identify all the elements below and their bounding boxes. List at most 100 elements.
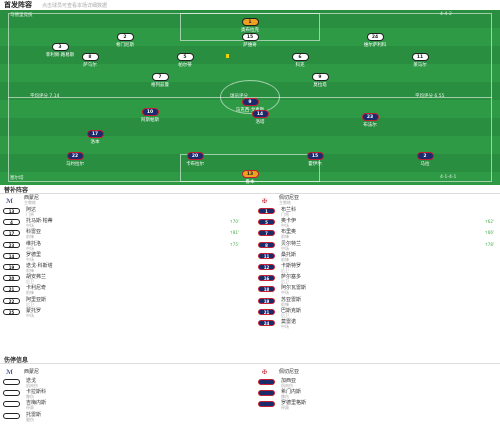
player-name: 布法尔 [363, 123, 377, 128]
player-away-gk[interactable]: 13 鲁本 [220, 170, 280, 185]
jersey-icon: 7 [151, 73, 169, 81]
sub-player-row[interactable]: 19 迭戈·科斯塔 前锋 [0, 263, 245, 274]
sub-player-row[interactable]: 14 罗德里 中场 [0, 252, 245, 263]
sub-player-row[interactable]: 7 布里奥 前锋 ↑66' [255, 229, 500, 240]
sub-player-row[interactable]: 1 布兰科 门将 [255, 207, 500, 218]
sub-player-row[interactable]: 18 阿尔瓦雷斯 中场 [255, 285, 500, 296]
player-away-def-1[interactable]: 22 马约拉尔 [45, 152, 105, 167]
jersey-icon: 11 [258, 252, 275, 259]
injury-reason: 停赛 [281, 405, 289, 411]
player-position: 后卫 [26, 279, 34, 285]
injury-row[interactable]: 迭戈 肌肉伤 [0, 378, 245, 389]
player-home-fwd-1[interactable]: 7 格列兹曼 [130, 73, 190, 88]
sub-player-row[interactable]: 22 阿里亚斯 后卫 [0, 297, 245, 308]
injury-row[interactable]: 罗德里格斯 停赛 [255, 400, 500, 411]
player-position: 中场 [281, 245, 289, 251]
subs-away-column: ✠ 佩切尼亚 主教练 1 布兰科 门将 5 奥卡伊 中场 ↑62' 7 布里奥 前锋 ↑66' 8 贝尔特… [255, 195, 500, 330]
sub-player-row[interactable]: 5 奥卡伊 中场 ↑62' [255, 218, 500, 229]
player-home-def-4[interactable]: 3 菲利佩·路易斯 [30, 43, 90, 58]
player-away-def-3[interactable]: 15 霍伊尔 [285, 152, 345, 167]
player-position: 中场 [281, 323, 289, 329]
sub-player-row[interactable]: 16 萨尔塞多 后卫 [255, 274, 500, 285]
jersey-icon: 4 [3, 219, 20, 226]
injury-row[interactable]: 希门内斯 膝伤 [255, 389, 500, 400]
player-name: 阿达 [26, 207, 37, 213]
sub-player-row[interactable]: 12 卡斯特罗 后卫 [255, 263, 500, 274]
player-home-gk[interactable]: 1 奥布拉克 [220, 18, 280, 33]
player-away-dm-1[interactable]: 17 洛本 [65, 130, 125, 145]
jersey-icon: 20 [3, 275, 20, 282]
player-home-mid-2[interactable]: 5 帕尔蒂 [155, 53, 229, 68]
jersey-icon: 2 [116, 33, 134, 41]
injury-reason: 膝伤 [26, 394, 34, 400]
injury-row[interactable]: 加西亚 肌肉伤 [255, 378, 500, 389]
player-away-def-4[interactable]: 2 马拉 [395, 152, 455, 167]
player-home-mid-1[interactable]: 8 萨乌尔 [60, 53, 120, 68]
player-position: 前锋 [281, 301, 289, 307]
jersey-icon [3, 412, 20, 419]
player-name: 托雷斯 [26, 411, 42, 418]
away-formation: 4-1-4-1 [440, 175, 457, 180]
injuries-home-list: 迭戈 肌肉伤 卡拉斯科 膝伤 吉梅内斯 停赛 托雷斯 腿伤 [0, 378, 245, 423]
sub-player-row[interactable]: 19 苏亚雷斯 前锋 [255, 297, 500, 308]
player-name: 马拉 [420, 162, 430, 167]
player-position: 中场 [26, 245, 34, 251]
player-home-fwd-2[interactable]: 9 莫拉塔 [290, 73, 350, 88]
sub-player-row[interactable]: 23 维托洛 中场 ↑75' [0, 241, 245, 252]
subs-header: 替补阵容 [0, 185, 500, 194]
player-away-mid-2[interactable]: 14 洛塔 [230, 110, 290, 125]
sub-player-row[interactable]: 11 桑托斯 前锋 [255, 252, 500, 263]
away-coach: ✠ 佩切尼亚 主教练 [255, 195, 500, 207]
home-rating: 平均评分 7.14 [30, 94, 60, 99]
home-team-name: 马德里竞技 [10, 13, 33, 18]
jersey-icon: 9 [241, 98, 259, 106]
player-away-fwd-1[interactable]: 9 马克西·戈麦斯 [220, 98, 280, 113]
player-away-mid-1[interactable]: 10 阿斯帕斯 [120, 108, 180, 123]
player-home-mid-3[interactable]: 6 科克 [270, 53, 330, 68]
sub-player-row[interactable]: 13 阿达 门将 [0, 207, 245, 218]
injury-away-coach: ✠ 佩切尼亚 [255, 366, 500, 378]
player-name: 罗德里格斯 [281, 400, 307, 407]
player-name: 巴斯克斯 [281, 307, 302, 314]
jersey-icon: 22 [66, 152, 84, 160]
jersey-icon: 24 [258, 319, 275, 326]
jersey-icon: 16 [258, 275, 275, 282]
sub-player-row[interactable]: 24 莫雷诺 中场 [255, 319, 500, 330]
player-away-def-2[interactable]: 20 卡布拉尔 [165, 152, 225, 167]
lineup-header: 首发阵容 点击球员可查看本场详细数据 [0, 0, 500, 10]
injury-row[interactable]: 吉梅内斯 停赛 [0, 400, 245, 411]
sub-in-time: ↑66' [484, 230, 494, 236]
player-name: 莫雷诺 [281, 318, 297, 325]
player-name: 维托洛 [26, 240, 42, 247]
sub-player-row[interactable]: 21 巴斯克斯 后卫 [255, 308, 500, 319]
sub-player-row[interactable]: 8 贝尔特兰 中场 ↑78' [255, 241, 500, 252]
injury-row[interactable]: 托雷斯 腿伤 [0, 412, 245, 423]
player-home-mid-4[interactable]: 11 莱马尔 [390, 53, 450, 68]
player-away-mid-3[interactable]: 23 布法尔 [340, 113, 400, 128]
sub-player-row[interactable]: 20 胡安弗兰 后卫 [0, 274, 245, 285]
player-position: 前锋 [281, 256, 289, 262]
sub-player-row[interactable]: 17 科雷亚 前锋 ↑81' [0, 229, 245, 240]
player-home-def-1[interactable]: 2 希门尼斯 [95, 33, 155, 48]
sub-player-row[interactable]: 25 蒙托罗 中场 [0, 308, 245, 319]
player-home-def-2[interactable]: 15 萨维奇 [220, 33, 280, 48]
injuries-away-list: 加西亚 肌肉伤 希门内斯 膝伤 罗德里格斯 停赛 [255, 378, 500, 412]
player-home-def-3[interactable]: 24 维尔萨利科 [345, 33, 405, 48]
sub-in-time: ↑81' [229, 230, 239, 236]
sub-player-row[interactable]: 21 卡利尼奇 前锋 [0, 285, 245, 296]
injury-row[interactable]: 卡拉斯科 膝伤 [0, 389, 245, 400]
player-position: 前锋 [26, 234, 34, 240]
jersey-icon: 7 [258, 230, 275, 237]
jersey-icon: 14 [251, 110, 269, 118]
player-name: 萨维奇 [243, 43, 257, 48]
sub-in-time: ↑62' [484, 219, 494, 225]
coach-role: 主教练 [24, 200, 36, 206]
jersey-icon: 10 [141, 108, 159, 116]
player-name: 萨乌尔 [83, 63, 97, 68]
jersey-icon: 17 [86, 130, 104, 138]
sub-player-row[interactable]: 4 托马斯·帕蒂 中场 ↑70' [0, 218, 245, 229]
player-name: 卡利尼奇 [26, 285, 47, 292]
sub-in-time: ↑75' [229, 241, 239, 247]
jersey-icon: 12 [258, 263, 275, 270]
section-subtitle: 点击球员可查看本场详细数据 [42, 2, 108, 9]
